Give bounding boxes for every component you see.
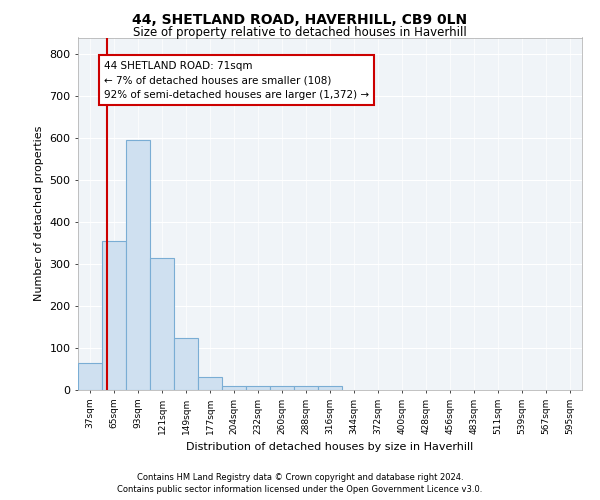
X-axis label: Distribution of detached houses by size in Haverhill: Distribution of detached houses by size …	[187, 442, 473, 452]
Bar	[199, 378, 223, 390]
Bar	[78, 362, 102, 390]
Text: 44 SHETLAND ROAD: 71sqm
← 7% of detached houses are smaller (108)
92% of semi-de: 44 SHETLAND ROAD: 71sqm ← 7% of detached…	[104, 60, 369, 100]
Y-axis label: Number of detached properties: Number of detached properties	[34, 126, 44, 302]
Bar	[246, 386, 270, 390]
Text: Size of property relative to detached houses in Haverhill: Size of property relative to detached ho…	[133, 26, 467, 39]
Text: Contains HM Land Registry data © Crown copyright and database right 2024.: Contains HM Land Registry data © Crown c…	[137, 472, 463, 482]
Bar	[318, 386, 342, 390]
Bar	[175, 338, 199, 390]
Text: 44, SHETLAND ROAD, HAVERHILL, CB9 0LN: 44, SHETLAND ROAD, HAVERHILL, CB9 0LN	[133, 12, 467, 26]
Text: Contains public sector information licensed under the Open Government Licence v3: Contains public sector information licen…	[118, 485, 482, 494]
Bar	[126, 140, 150, 390]
Bar	[294, 386, 318, 390]
Bar	[150, 258, 175, 390]
Bar	[102, 241, 126, 390]
Bar	[270, 386, 294, 390]
Bar	[221, 386, 246, 390]
